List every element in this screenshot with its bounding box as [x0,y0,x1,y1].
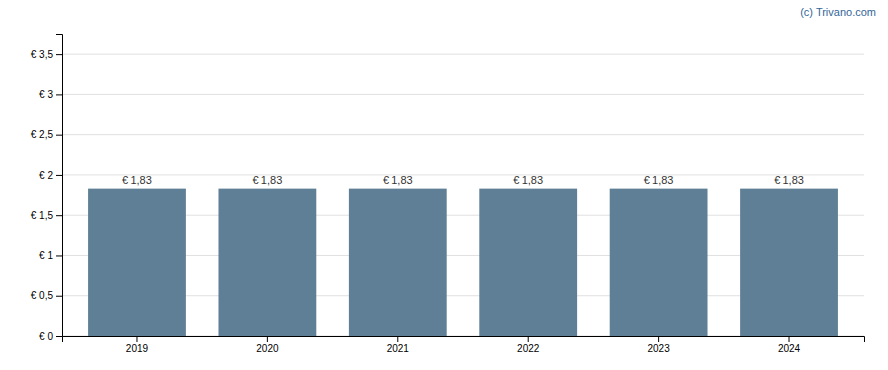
y-tick: € 2 [39,170,62,181]
y-tick-label: € 0 [39,331,53,342]
chart: € 0 € 0,5 € 1 € 1,5 € 2 € 2,5 € 3 € 3,5 2019 2020… [0,0,888,370]
data-label: € 1,83 [253,174,283,186]
bar [88,189,186,336]
grid-line [62,54,864,55]
y-tick-mark [56,175,62,176]
x-tick: 2019 [126,336,149,354]
grid-line [62,94,864,95]
y-tick-mark [56,94,62,95]
y-tick-mark [56,336,62,337]
y-tick-mark [56,135,62,136]
annotation: (c) Trivano.com [800,6,876,18]
y-tick: € 1,5 [31,210,62,221]
y-tick-label: € 3 [39,89,53,100]
x-tick-label: 2024 [778,343,801,354]
data-label: € 1,83 [774,174,804,186]
x-tick-label: 2020 [256,343,279,354]
x-tick: 2021 [387,336,410,354]
x-tick-mark [528,336,529,342]
data-label: € 1,83 [513,174,543,186]
x-tick: 2022 [517,336,540,354]
data-labels: € 1,83 € 1,83 € 1,83 € 1,83 € 1,83 € 1,83 [122,174,804,186]
x-tick: 2020 [256,336,279,354]
y-tick-label: € 3,5 [31,49,54,60]
y-tick: € 2,5 [31,129,62,140]
x-tick-label: 2021 [387,343,410,354]
x-tick-label: 2022 [517,343,540,354]
data-label: € 1,83 [122,174,152,186]
x-tick: 2024 [778,336,801,354]
data-label: € 1,83 [644,174,674,186]
grid [62,54,864,336]
y-tick-label: € 1 [39,250,53,261]
data-label: € 1,83 [383,174,413,186]
x-tick-mark [397,336,398,342]
grid-line [62,174,864,175]
y-tick-label: € 2 [39,170,53,181]
bars [88,189,838,336]
x-tick-mark [789,336,790,342]
x-tick-mark [658,336,659,342]
x-tick: 2023 [647,336,670,354]
x-tick-label: 2019 [126,343,149,354]
y-tick-mark [56,296,62,297]
grid-line [62,134,864,135]
bar [740,189,838,336]
y-tick: € 0 [39,331,62,342]
x-tick-mark [267,336,268,342]
bar [218,189,316,336]
y-tick-mark [56,215,62,216]
y-tick-mark [56,255,62,256]
bar [610,189,708,336]
x-axis-line [63,337,865,343]
y-tick: € 0,5 [31,290,62,301]
bar [349,189,447,336]
y-tick-label: € 2,5 [31,129,54,140]
y-tick-label: € 1,5 [31,210,54,221]
y-tick-mark [56,54,62,55]
y-tick: € 3,5 [31,49,62,60]
y-tick: € 3 [39,89,62,100]
x-tick-mark [136,336,137,342]
y-axis: € 0 € 0,5 € 1 € 1,5 € 2 € 2,5 € 3 € 3,5 [31,35,63,342]
x-axis: 2019 2020 2021 2022 2023 2024 [63,336,865,354]
x-tick-label: 2023 [647,343,670,354]
y-axis-line [56,35,63,337]
y-tick-label: € 0,5 [31,290,54,301]
y-tick: € 1 [39,250,62,261]
plot: € 0 € 0,5 € 1 € 1,5 € 2 € 2,5 € 3 € 3,5 2019 2020… [31,35,865,355]
bar [479,189,577,336]
